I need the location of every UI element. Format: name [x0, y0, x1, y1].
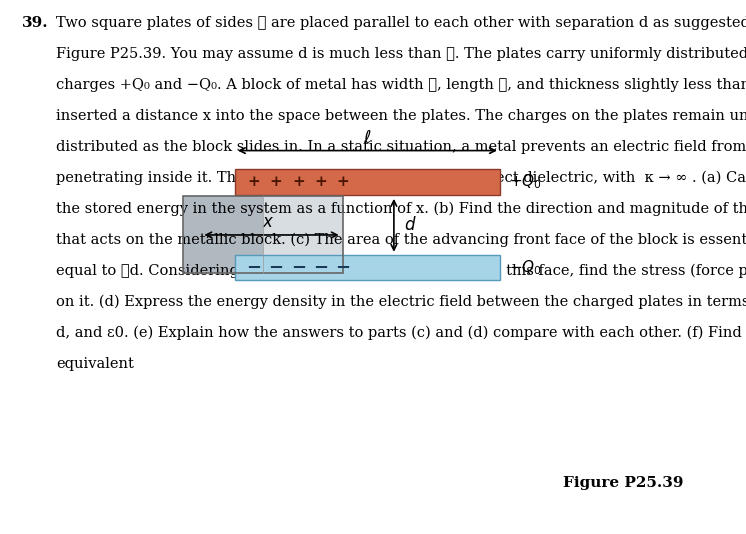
Text: +: + — [336, 175, 350, 189]
Bar — [263, 196, 343, 273]
Text: equal to ℓd. Considering the force on the block as acting on this face, find the: equal to ℓd. Considering the force on th… — [56, 264, 746, 278]
Text: 39.: 39. — [22, 16, 49, 30]
Text: Figure P25.39. You may assume d is much less than ℓ. The plates carry uniformly : Figure P25.39. You may assume d is much … — [56, 47, 746, 61]
Text: $d$: $d$ — [404, 216, 417, 234]
Text: $+Q_0$: $+Q_0$ — [509, 172, 542, 191]
Text: $x$: $x$ — [263, 214, 275, 231]
Text: equivalent: equivalent — [56, 357, 134, 371]
Text: +: + — [292, 175, 305, 189]
Text: charges +Q₀ and −Q₀. A block of metal has width ℓ, length ℓ, and thickness sligh: charges +Q₀ and −Q₀. A block of metal ha… — [56, 78, 746, 92]
Text: −: − — [246, 259, 261, 277]
Bar — [183, 196, 343, 273]
Text: −: − — [336, 259, 351, 277]
Text: −: − — [313, 259, 328, 277]
Text: −: − — [291, 259, 306, 277]
Text: +: + — [247, 175, 260, 189]
Text: −: − — [269, 259, 283, 277]
Text: on it. (d) Express the energy density in the electric field between the charged : on it. (d) Express the energy density in… — [56, 295, 746, 309]
Bar — [235, 255, 500, 280]
Text: penetrating inside it. The metal can be thought of as a perfect dielectric, with: penetrating inside it. The metal can be … — [56, 171, 746, 185]
Text: Figure P25.39: Figure P25.39 — [563, 476, 684, 490]
Bar — [183, 196, 263, 273]
Text: $\ell$: $\ell$ — [363, 129, 372, 147]
Text: inserted a distance x into the space between the plates. The charges on the plat: inserted a distance x into the space bet… — [56, 109, 746, 123]
Text: +: + — [269, 175, 283, 189]
Text: d, and ε0. (e) Explain how the answers to parts (c) and (d) compare with each ot: d, and ε0. (e) Explain how the answers t… — [56, 326, 746, 340]
Text: the stored energy in the system as a function of x. (b) Find the direction and m: the stored energy in the system as a fun… — [56, 202, 746, 216]
Text: +: + — [314, 175, 327, 189]
Text: $-Q_0$: $-Q_0$ — [509, 258, 542, 278]
Bar — [235, 169, 500, 195]
Text: distributed as the block slides in. In a static situation, a metal prevents an e: distributed as the block slides in. In a… — [56, 140, 746, 154]
Text: Two square plates of sides ℓ are placed parallel to each other with separation d: Two square plates of sides ℓ are placed … — [56, 16, 746, 30]
Text: that acts on the metallic block. (c) The area of the advancing front face of the: that acts on the metallic block. (c) The… — [56, 233, 746, 247]
